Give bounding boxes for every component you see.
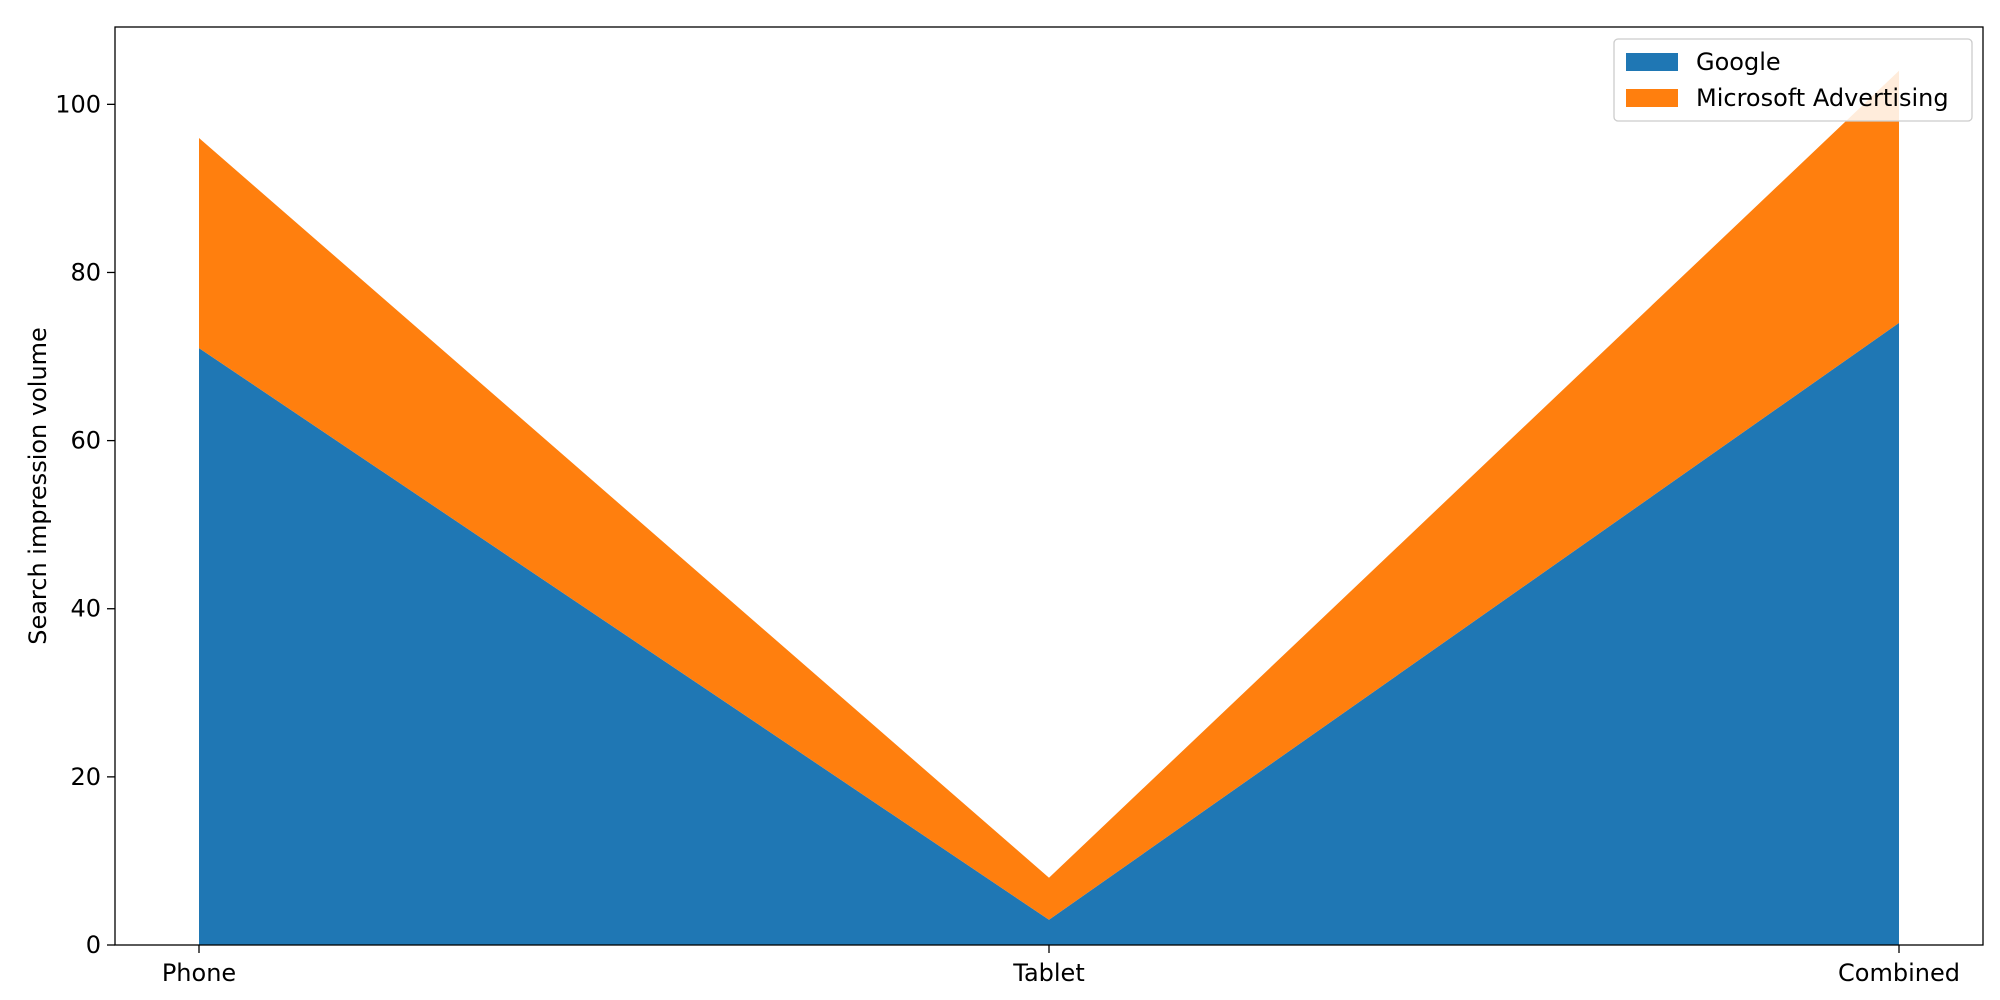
- y-tick-label: 40: [70, 595, 101, 623]
- legend: Google Microsoft Advertising: [1613, 38, 1973, 122]
- legend-label: Google: [1696, 48, 1781, 76]
- y-tick-label: 80: [70, 258, 101, 286]
- area-series-microsoft-advertising: [199, 70, 1899, 920]
- y-tick-label: 0: [86, 931, 101, 959]
- area-layers: [199, 70, 1899, 945]
- x-tick-label: Phone: [162, 959, 236, 987]
- x-axis: Phone Tablet Combined: [162, 945, 1960, 987]
- y-axis-label: Search impression volume: [24, 327, 52, 645]
- legend-box: [1613, 38, 1973, 122]
- y-tick-label: 60: [70, 427, 101, 455]
- legend-swatch: [1626, 89, 1678, 107]
- y-tick-label: 100: [55, 90, 101, 118]
- legend-swatch: [1626, 53, 1678, 71]
- y-tick-label: 20: [70, 763, 101, 791]
- legend-label: Microsoft Advertising: [1696, 84, 1949, 112]
- area-series-google: [199, 322, 1899, 945]
- y-axis: 0 20 40 60 80 100: [55, 90, 115, 959]
- x-tick-label: Tablet: [1012, 959, 1084, 987]
- x-tick-label: Combined: [1838, 959, 1960, 987]
